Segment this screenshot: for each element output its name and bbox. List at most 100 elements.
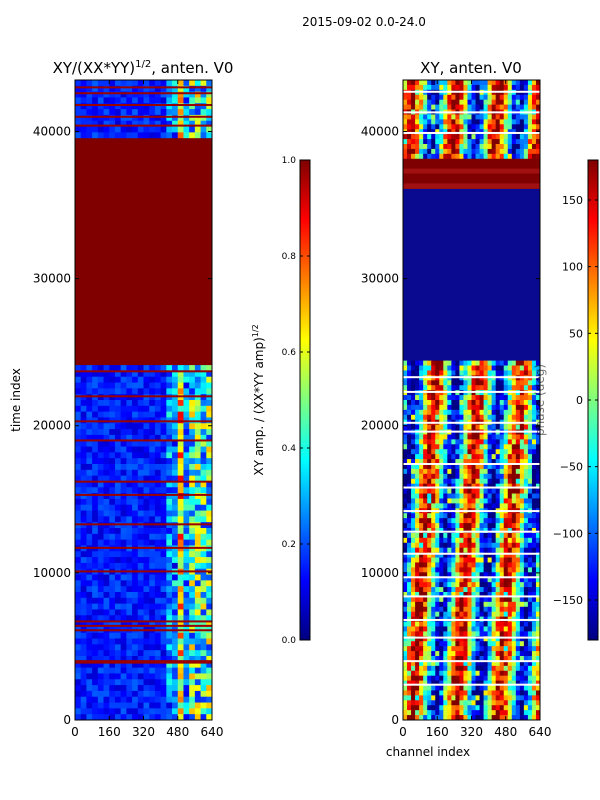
right-cell (483, 572, 489, 578)
left-cell (154, 452, 162, 459)
left-cell (177, 411, 185, 419)
right-cell (479, 537, 485, 544)
left-cell (92, 621, 99, 628)
left-cell (80, 539, 88, 547)
left-cell (137, 464, 145, 471)
left-cell (86, 650, 93, 657)
right-cell (519, 468, 525, 475)
right-cell (491, 84, 497, 91)
right-cell (435, 587, 440, 593)
right-cell (483, 636, 489, 642)
right-cell (507, 705, 513, 711)
right-cell (511, 537, 517, 544)
left-cell (177, 638, 185, 645)
left-cell (103, 650, 110, 657)
right-cell (443, 582, 448, 588)
right-cell (455, 468, 461, 475)
right-cell (459, 444, 465, 450)
left-cell (160, 551, 167, 558)
right-cell (491, 651, 497, 657)
left-cell (114, 551, 122, 558)
right-cell (475, 390, 481, 396)
left-saturated-row (75, 138, 212, 145)
right-cell (475, 503, 481, 509)
right-cell (423, 124, 428, 130)
left-cell (86, 493, 93, 500)
right-cell (431, 124, 436, 130)
left-cell (183, 434, 190, 442)
right-cell (403, 104, 408, 111)
left-cell (166, 114, 173, 122)
right-cell (515, 542, 521, 549)
left-cell (154, 609, 162, 616)
right-cell (455, 567, 461, 573)
right-cell (435, 424, 440, 431)
left-cell (75, 493, 82, 500)
right-cell (407, 631, 412, 637)
left-cell (189, 609, 196, 616)
left-cell (177, 394, 185, 401)
right-cell (475, 660, 481, 667)
right-cell (427, 596, 432, 603)
right-cell (495, 84, 501, 91)
left-saturated-row (75, 237, 212, 244)
left-cell (177, 615, 185, 622)
right-cell (495, 532, 501, 539)
right-cell (423, 94, 428, 101)
right-cell (415, 459, 420, 465)
left-cell (160, 80, 167, 87)
right-cell (407, 705, 412, 711)
left-cell (154, 400, 162, 407)
right-cell (471, 596, 477, 603)
right-cell (531, 680, 537, 687)
left-cell (183, 714, 190, 720)
left-cell (97, 533, 105, 541)
left-cell (206, 557, 212, 564)
left-cell (103, 638, 110, 645)
right-cell (407, 473, 412, 480)
right-cell (487, 148, 493, 155)
left-cell (160, 487, 167, 494)
right-cell (483, 84, 489, 91)
left-cell (172, 690, 179, 698)
right-cell (487, 562, 493, 568)
right-cell (479, 414, 485, 421)
right-cell (467, 680, 473, 687)
right-cell (515, 636, 521, 642)
left-cell (166, 91, 173, 99)
left-cell (103, 464, 110, 471)
left-cell (149, 667, 156, 675)
left-cell (177, 429, 185, 436)
right-cell (439, 488, 444, 495)
right-cell (507, 552, 513, 559)
right-cell (507, 488, 513, 495)
right-cell (483, 148, 489, 155)
right-cell (411, 601, 416, 608)
left-cell (194, 376, 202, 384)
right-cell (495, 104, 501, 111)
right-cell (467, 493, 473, 500)
left-cell (103, 562, 110, 570)
right-cell (479, 552, 485, 559)
right-cell (407, 680, 412, 687)
right-cell (515, 390, 521, 396)
right-cell (459, 114, 465, 120)
right-cell (411, 464, 416, 470)
right-cell (447, 513, 452, 519)
right-cell (535, 601, 540, 608)
left-cell (194, 97, 202, 104)
right-cell (507, 606, 513, 613)
right-cell (479, 134, 485, 140)
right-cell (451, 523, 456, 529)
left-saturated-row (75, 173, 212, 180)
right-blank-row (403, 421, 540, 424)
right-cell (403, 153, 408, 160)
right-cell (479, 670, 485, 677)
left-cell (132, 667, 139, 675)
left-cell (183, 510, 190, 517)
right-cell (463, 592, 469, 598)
left-cell (149, 580, 156, 587)
left-cell (194, 370, 202, 378)
left-cell (154, 120, 162, 128)
right-cell (451, 503, 456, 509)
